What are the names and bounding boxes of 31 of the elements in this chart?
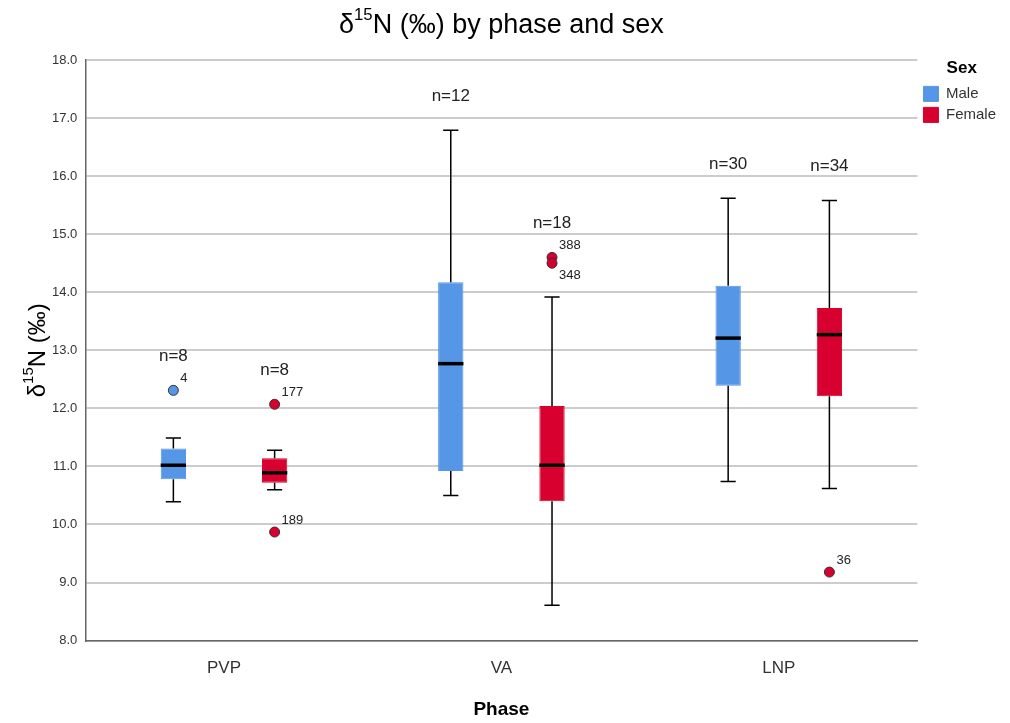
y-tick-label: 16.0 — [51, 167, 78, 183]
legend-label: Female — [945, 105, 997, 123]
y-tick-label: 11.0 — [52, 458, 78, 473]
annotation: 388 — [559, 236, 581, 252]
y-tick-label: 17.0 — [51, 109, 78, 125]
annotation: n=34 — [810, 156, 849, 176]
y-tick-label: 12.0 — [51, 399, 78, 415]
x-axis-title: Phase — [473, 698, 530, 720]
annotation: 189 — [281, 511, 304, 527]
y-tick-label: 10.0 — [51, 516, 78, 532]
annotation: 348 — [559, 266, 581, 282]
y-tick-label: 15.0 — [51, 225, 78, 241]
y-tick-label: 18.0 — [51, 51, 78, 67]
x-tick-label: VA — [490, 658, 513, 678]
annotation: n=8 — [158, 346, 188, 366]
annotation: n=12 — [431, 85, 470, 105]
legend-label: Male — [945, 84, 979, 102]
y-tick-label: 13.0 — [51, 341, 78, 357]
y-tick-label: 8.0 — [59, 632, 78, 648]
y-axis-title: δ15N (‰) — [19, 303, 50, 398]
annotation: n=18 — [532, 213, 572, 233]
annotation: n=30 — [709, 153, 748, 173]
legend-title: Sex — [946, 58, 978, 78]
x-tick-label: LNP — [762, 658, 796, 678]
annotation: n=8 — [260, 359, 290, 379]
annotation: 36 — [836, 551, 851, 567]
y-tick-label: 9.0 — [59, 574, 78, 590]
annotation: 4 — [180, 369, 188, 385]
annotation: 177 — [281, 383, 304, 399]
y-tick-label: 14.0 — [51, 283, 78, 299]
x-tick-label: PVP — [206, 658, 242, 678]
